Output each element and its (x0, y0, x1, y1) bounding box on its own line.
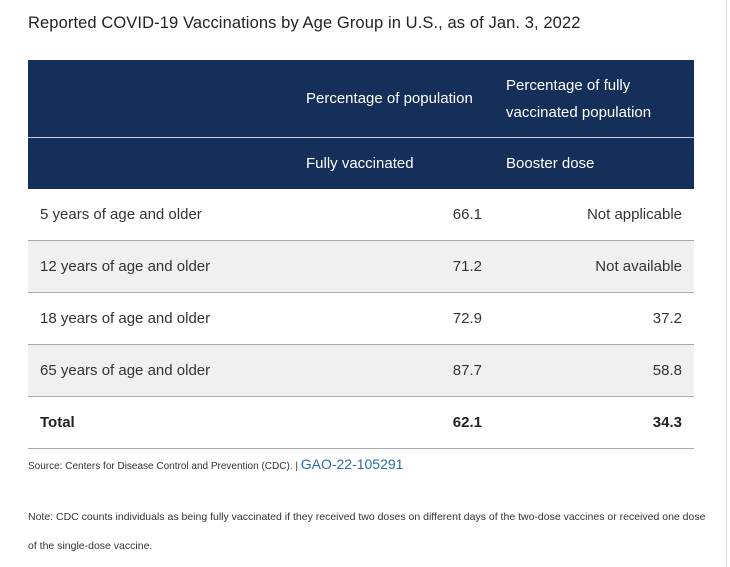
fully-vaccinated-value: 71.2 (294, 240, 494, 293)
subheader-empty-cell (28, 137, 294, 189)
header-percentage-population: Percentage of population (294, 60, 494, 138)
report-link[interactable]: GAO-22-105291 (300, 456, 404, 472)
fully-vaccinated-value: 66.1 (294, 189, 494, 241)
age-group-label: 65 years of age and older (28, 344, 294, 397)
table-title: Reported COVID-19 Vaccinations by Age Gr… (28, 14, 581, 32)
total-booster-value: 34.3 (494, 396, 694, 449)
header-percentage-fully-vaccinated: Percentage of fully vaccinated populatio… (494, 60, 694, 138)
header-row-2: Fully vaccinated Booster dose (28, 137, 694, 189)
subheader-fully-vaccinated: Fully vaccinated (294, 137, 494, 189)
table-row: 5 years of age and older 66.1 Not applic… (28, 189, 694, 241)
fully-vaccinated-value: 87.7 (294, 344, 494, 397)
header-empty-cell (28, 60, 294, 138)
footnote: Note: CDC counts individuals as being fu… (28, 511, 706, 552)
source-text: Source: Centers for Disease Control and … (28, 461, 298, 472)
total-row: Total 62.1 34.3 (28, 396, 694, 449)
source-line: Source: Centers for Disease Control and … (28, 456, 403, 472)
table-row: 12 years of age and older 71.2 Not avail… (28, 240, 694, 293)
fully-vaccinated-value: 72.9 (294, 292, 494, 345)
vaccination-table: Percentage of population Percentage of f… (28, 60, 694, 449)
booster-value: 37.2 (494, 292, 694, 345)
booster-value: 58.8 (494, 344, 694, 397)
total-label: Total (28, 396, 294, 449)
total-fully-vaccinated-value: 62.1 (294, 396, 494, 449)
age-group-label: 5 years of age and older (28, 189, 294, 241)
table-row: 18 years of age and older 72.9 37.2 (28, 292, 694, 345)
booster-value: Not applicable (494, 189, 694, 241)
age-group-label: 18 years of age and older (28, 292, 294, 345)
age-group-label: 12 years of age and older (28, 240, 294, 293)
subheader-booster-dose: Booster dose (494, 137, 694, 189)
booster-value: Not available (494, 240, 694, 293)
header-row-1: Percentage of population Percentage of f… (28, 60, 694, 138)
page-right-border (726, 0, 727, 567)
table-row: 65 years of age and older 87.7 58.8 (28, 344, 694, 397)
